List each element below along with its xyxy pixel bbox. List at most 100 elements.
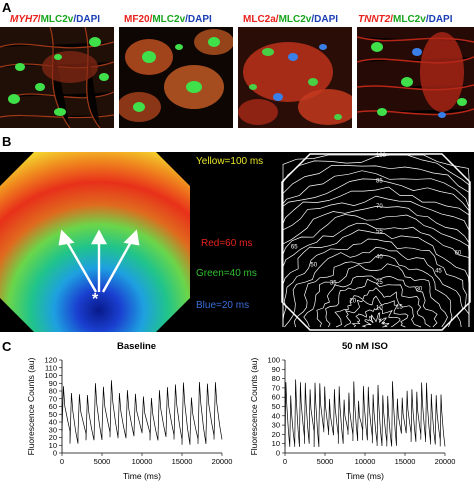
micrograph-tnnt2 <box>357 27 474 128</box>
y-tick-label: 120 <box>44 356 57 365</box>
isochrone-line <box>282 222 470 327</box>
y-tick-label: 0 <box>276 449 280 458</box>
y-tick-label: 70 <box>272 383 280 392</box>
image-label-part: MLC2v <box>152 14 186 25</box>
x-tick-label: 10000 <box>355 457 376 466</box>
x-tick-label: 15000 <box>172 457 193 466</box>
image-label-0: MYH7/MLC2v/DAPI <box>10 14 100 25</box>
isochrone-label: 60 <box>455 251 462 257</box>
image-label-part: /DAPI <box>311 14 339 25</box>
image-label-part: / <box>275 14 279 25</box>
y-tick-label: 70 <box>49 394 57 403</box>
isochrone-label: 30 <box>416 287 423 293</box>
y-tick-label: 60 <box>272 393 280 402</box>
x-axis-label: Time (ms) <box>346 471 384 481</box>
legend-yellow: Yellow=100 ms <box>196 156 264 167</box>
isochrone-line <box>282 154 470 327</box>
y-tick-label: 80 <box>49 387 57 396</box>
isochrone-label: 45 <box>435 269 442 275</box>
isochrone-line <box>282 229 470 327</box>
y-tick-label: 10 <box>272 439 280 448</box>
y-tick-label: 110 <box>45 363 57 372</box>
y-tick-label: 0 <box>53 449 57 458</box>
y-tick-label: 80 <box>272 374 280 383</box>
isochrone-label: 25 <box>376 280 383 286</box>
image-label-part: MF20 <box>124 14 150 25</box>
activation-map-panel: * Yellow=100 ms Red=60 ms Green=40 ms Bl… <box>0 152 474 332</box>
image-label-part: MYH7 <box>10 14 38 25</box>
y-tick-label: 50 <box>272 402 280 411</box>
isochrone-line <box>282 238 470 327</box>
isochrone-label: 40 <box>376 255 383 261</box>
chart-title-iso: 50 nM ISO <box>342 341 388 352</box>
isochrone-line <box>334 287 422 328</box>
chart-title-baseline: Baseline <box>117 341 157 352</box>
isochrone-label: 20 <box>349 299 356 305</box>
image-label-part: /DAPI <box>425 14 453 25</box>
activation-color-map: * <box>0 152 190 332</box>
y-tick-label: 40 <box>49 418 57 427</box>
fluorescence-trace <box>61 380 223 445</box>
isochrone-label: 10 <box>376 305 383 311</box>
image-label-part: /DAPI <box>73 14 101 25</box>
isochrone-line <box>282 170 470 327</box>
isochrone-label: 50 <box>310 263 317 269</box>
isochrone-line <box>282 164 470 327</box>
y-tick-label: 10 <box>49 441 57 450</box>
isochrone-line <box>284 246 464 328</box>
panel-b-letter: B <box>2 134 12 149</box>
image-label-part: TNNT2 <box>358 14 391 25</box>
microscopy-image-tnnt2 <box>357 27 474 128</box>
microscopy-image-mf20 <box>119 27 233 128</box>
image-label-part: / <box>149 14 153 25</box>
y-axis-label: Fluorescence Counts (au) <box>249 357 259 455</box>
y-axis-label: Fluorescence Counts (au) <box>26 357 36 455</box>
x-tick-label: 20000 <box>435 457 456 466</box>
microscopy-image-myh7 <box>0 27 114 128</box>
origin-star: * <box>92 291 99 308</box>
isochrone-line <box>344 295 409 328</box>
isochrone-label: 35 <box>330 281 337 287</box>
micrograph-mlc2a <box>238 27 352 128</box>
image-label-part: MLC2v <box>393 14 426 25</box>
isochrone-line <box>316 275 438 328</box>
x-tick-label: 10000 <box>132 457 153 466</box>
y-tick-label: 100 <box>44 371 57 380</box>
isochrone-line <box>351 306 401 328</box>
y-tick-label: 20 <box>49 433 57 442</box>
image-label-2: MLC2a/MLC2v/DAPI <box>243 14 338 25</box>
x-tick-label: 0 <box>60 457 64 466</box>
fluorescence-trace <box>284 379 446 448</box>
y-tick-label: 20 <box>272 430 280 439</box>
y-tick-label: 90 <box>272 365 280 374</box>
x-axis-label: Time (ms) <box>123 471 161 481</box>
legend-red: Red=60 ms <box>201 238 253 249</box>
x-tick-label: 0 <box>283 457 287 466</box>
isochrone-label: 85 <box>376 178 383 184</box>
y-tick-label: 30 <box>49 425 57 434</box>
micrograph-myh7 <box>0 27 114 128</box>
image-label-part: / <box>390 14 394 25</box>
isochrone-contour-map: 5101520253035404550556065707580859095100… <box>281 153 471 331</box>
micrograph-mf20 <box>119 27 233 128</box>
isochrone-label: 100 <box>376 153 387 159</box>
legend-green: Green=40 ms <box>196 268 257 279</box>
y-tick-label: 40 <box>272 411 280 420</box>
isochrone-label: 65 <box>291 245 298 251</box>
image-label-part: MLC2a <box>243 14 276 25</box>
isochrone-line <box>303 263 448 328</box>
isochrone-label: 70 <box>376 204 383 210</box>
microscopy-image-mlc2a <box>238 27 352 128</box>
isochrone-label: 55 <box>376 229 383 235</box>
isochrone-label: 15 <box>396 305 403 311</box>
image-label-1: MF20/MLC2v/DAPI <box>124 14 212 25</box>
x-tick-label: 5000 <box>94 457 111 466</box>
image-label-part: / <box>37 14 41 25</box>
isochrone-line <box>361 312 390 328</box>
isochrone-label: 5 <box>369 317 373 323</box>
x-tick-label: 20000 <box>212 457 233 466</box>
y-tick-label: 30 <box>272 421 280 430</box>
x-tick-label: 15000 <box>395 457 416 466</box>
image-label-part: MLC2v <box>40 14 74 25</box>
